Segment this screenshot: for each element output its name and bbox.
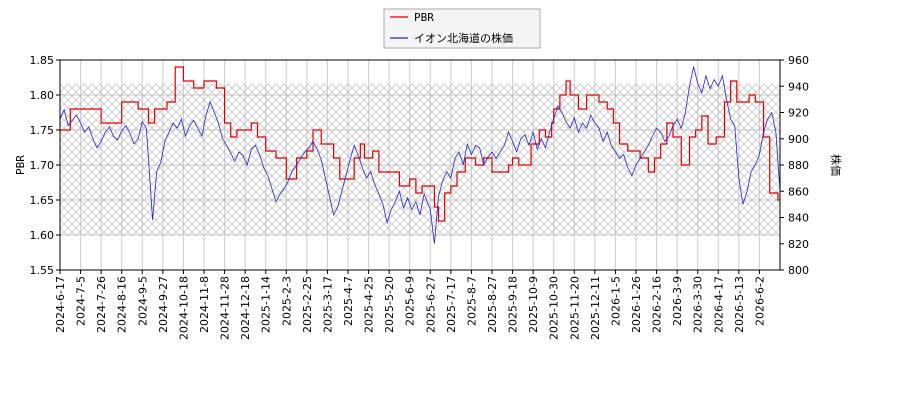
legend-label-price: イオン北海道の株価 — [414, 31, 513, 45]
legend-box — [383, 8, 541, 49]
y-axis-label-right: 株価 — [829, 154, 843, 176]
right-tick-label: 800 — [788, 264, 809, 277]
x-tick-label: 2024-7-26 — [95, 276, 108, 333]
x-tick-label: 2025-12-11 — [589, 276, 602, 340]
x-tick-label: 2026-6-2 — [753, 276, 766, 326]
x-tick-label: 2026-5-13 — [733, 276, 746, 333]
x-tick-label: 2025-7-17 — [445, 276, 458, 333]
right-tick-label: 820 — [788, 238, 809, 251]
x-tick-label: 2025-2-25 — [301, 276, 314, 333]
x-tick-label: 2025-9-18 — [507, 276, 520, 333]
right-tick-label: 860 — [788, 185, 809, 198]
left-tick-label: 1.85 — [30, 54, 55, 67]
x-tick-label: 2025-10-9 — [527, 276, 540, 333]
x-tick-label: 2025-2-3 — [280, 276, 293, 326]
left-tick-label: 1.70 — [30, 159, 55, 172]
pbr-series-line — [60, 66, 780, 222]
left-axis: 1.55 1.60 1.65 1.70 1.75 1.80 1.85 — [30, 54, 60, 277]
x-tick-label: 2024-7-5 — [75, 276, 88, 326]
x-tick-label: 2025-8-7 — [465, 276, 478, 326]
legend: PBR イオン北海道の株価 — [383, 8, 541, 49]
x-tick-label: 2024-9-5 — [136, 276, 149, 326]
x-tick-label: 2024-6-17 — [54, 276, 67, 333]
x-tick-label: 2026-3-9 — [671, 276, 684, 326]
y-axis-label-left: PBR — [14, 155, 27, 175]
legend-label-pbr: PBR — [414, 11, 434, 24]
left-tick-label: 1.75 — [30, 124, 55, 137]
x-tick-label: 2026-3-30 — [692, 276, 705, 333]
x-tick-label: 2025-6-9 — [404, 276, 417, 326]
x-tick-label: 2026-1-26 — [630, 276, 643, 333]
right-tick-label: 840 — [788, 212, 809, 225]
right-tick-label: 960 — [788, 54, 809, 67]
left-tick-label: 1.55 — [30, 264, 55, 277]
right-axis: 800 820 840 860 880 900 920 940 960 — [780, 54, 809, 277]
x-tick-label: 2024-11-8 — [198, 276, 211, 333]
x-tick-label: 2025-3-17 — [321, 276, 334, 333]
shaded-band — [60, 83, 780, 236]
x-tick-label: 2024-12-18 — [239, 276, 252, 340]
series-layer — [60, 66, 780, 244]
left-tick-label: 1.60 — [30, 229, 55, 242]
x-tick-label: 2024-11-28 — [219, 276, 232, 340]
x-tick-label: 2026-2-16 — [651, 276, 664, 333]
x-tick-label: 2025-1-14 — [260, 276, 273, 333]
right-tick-label: 940 — [788, 80, 809, 93]
left-tick-label: 1.65 — [30, 194, 55, 207]
right-tick-label: 920 — [788, 107, 809, 120]
x-tick-label: 2025-10-30 — [548, 276, 561, 340]
x-tick-label: 2025-11-20 — [568, 276, 581, 340]
x-tick-label: 2024-8-16 — [116, 276, 129, 333]
x-axis: 2024-6-17 2024-7-5 2024-7-26 2024-8-16 2024-… — [54, 270, 766, 340]
x-tick-label: 2025-4-25 — [363, 276, 376, 333]
x-tick-label: 2025-8-27 — [486, 276, 499, 333]
x-tick-label: 2025-4-7 — [342, 276, 355, 326]
x-tick-label: 2026-4-17 — [712, 276, 725, 333]
x-tick-label: 2024-10-18 — [177, 276, 190, 340]
left-tick-label: 1.80 — [30, 89, 55, 102]
right-tick-label: 880 — [788, 159, 809, 172]
price-series-line — [60, 66, 780, 244]
x-tick-label: 2025-5-20 — [383, 276, 396, 333]
x-tick-label: 2026-1-5 — [609, 276, 622, 326]
x-tick-label: 2024-9-27 — [157, 276, 170, 333]
right-tick-label: 900 — [788, 133, 809, 146]
x-tick-label: 2025-6-27 — [424, 276, 437, 333]
